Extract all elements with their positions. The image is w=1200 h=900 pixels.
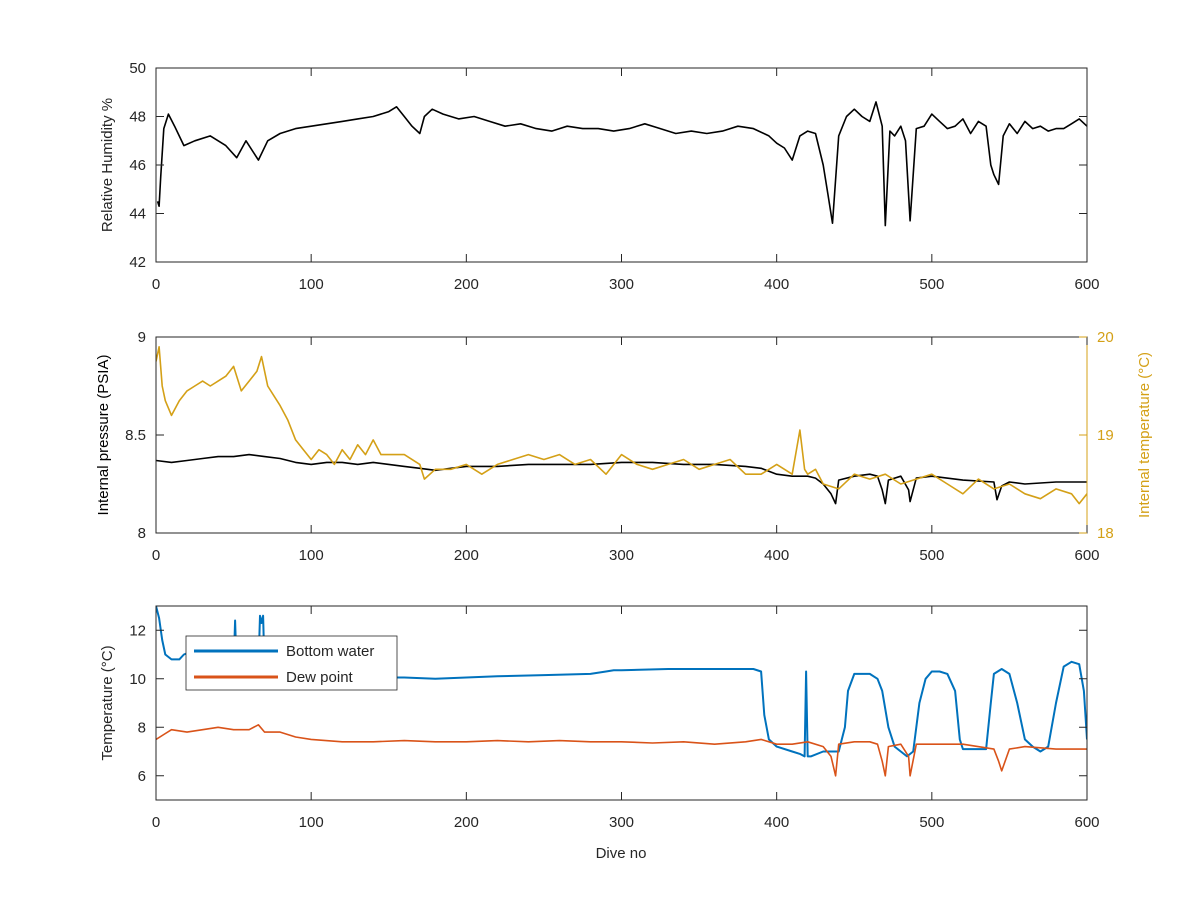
temperature-xtick-label-200: 200 — [454, 814, 479, 831]
humidity-ticks-layer: 0 100 200 300 400 500 600 42 44 46 48 50 — [129, 60, 1099, 293]
legend-box — [185, 635, 398, 691]
temperature-ticks-layer: 0 100 200 300 400 500 600 6 8 10 12 — [129, 606, 1100, 831]
temperature-xlabel: Dive no — [596, 845, 647, 862]
pressure-y2tick-label-0: 18 — [1097, 525, 1114, 542]
temperature-ytick-label-1: 8 — [138, 719, 146, 736]
pressure-xtick-label-400: 400 — [764, 547, 789, 564]
pressure-series-layer — [156, 345, 1087, 505]
temperature-panel: 0 100 200 300 400 500 600 6 8 10 12 Temperature (°… — [99, 605, 1100, 862]
humidity-xtick-label-0: 0 — [152, 276, 160, 293]
humidity-xtick-label-500: 500 — [919, 276, 944, 293]
humidity-xtick-label-300: 300 — [609, 276, 634, 293]
pressure-series-line-1 — [156, 345, 1087, 505]
pressure-ytick-label-1: 8.5 — [125, 427, 146, 444]
temperature-xtick-label-400: 400 — [764, 814, 789, 831]
humidity-ytick-label-0: 42 — [129, 254, 146, 271]
pressure-xtick-label-0: 0 — [152, 547, 160, 564]
humidity-panel: 0 100 200 300 400 500 600 42 44 46 48 50 Relative H… — [99, 60, 1100, 293]
temperature-xtick-label-600: 600 — [1074, 814, 1099, 831]
pressure-y2tick-label-2: 20 — [1097, 329, 1114, 346]
legend-label-dew-point: Dew point — [286, 669, 354, 686]
humidity-ytick-label-2: 46 — [129, 157, 146, 174]
temperature-ytick-label-3: 12 — [129, 622, 146, 639]
humidity-series-line-0 — [156, 101, 1087, 227]
humidity-ytick-label-1: 44 — [129, 206, 146, 223]
temperature-xtick-label-300: 300 — [609, 814, 634, 831]
humidity-xtick-label-600: 600 — [1074, 276, 1099, 293]
pressure-xtick-label-200: 200 — [454, 547, 479, 564]
pressure-series-line-0 — [156, 453, 1087, 505]
pressure-xtick-label-300: 300 — [609, 547, 634, 564]
pressure-ylabel: Internal pressure (PSIA) — [95, 355, 112, 516]
temperature-y2label: Internal temperature (°C) — [1136, 352, 1153, 518]
pressure-ytick-label-0: 8 — [138, 525, 146, 542]
pressure-panel: 0 100 200 300 400 500 600 8 8.5 9 18 19 20 Internal … — [95, 329, 1153, 564]
humidity-ytick-label-4: 50 — [129, 60, 146, 77]
pressure-y2tick-label-1: 19 — [1097, 427, 1114, 444]
temperature-xtick-label-500: 500 — [919, 814, 944, 831]
pressure-xtick-label-600: 600 — [1074, 547, 1099, 564]
temperature-xtick-label-100: 100 — [299, 814, 324, 831]
humidity-ytick-label-3: 48 — [129, 109, 146, 126]
legend: Bottom water Dew point — [185, 635, 398, 691]
pressure-ticks-layer: 0 100 200 300 400 500 600 8 8.5 9 18 19 20 — [125, 329, 1114, 564]
humidity-xtick-label-400: 400 — [764, 276, 789, 293]
temperature-ytick-label-2: 10 — [129, 671, 146, 688]
humidity-ylabel: Relative Humidity % — [99, 98, 116, 232]
pressure-ytick-label-2: 9 — [138, 329, 146, 346]
humidity-xtick-label-100: 100 — [299, 276, 324, 293]
temperature-ylabel: Temperature (°C) — [99, 645, 116, 760]
legend-label-bottom-water: Bottom water — [286, 643, 374, 660]
pressure-xtick-label-500: 500 — [919, 547, 944, 564]
temperature-xtick-label-0: 0 — [152, 814, 160, 831]
temperature-ytick-label-0: 6 — [138, 768, 146, 785]
pressure-xtick-label-100: 100 — [299, 547, 324, 564]
temperature-series-line-1 — [156, 723, 1087, 777]
humidity-series-layer — [156, 101, 1087, 227]
humidity-xtick-label-200: 200 — [454, 276, 479, 293]
